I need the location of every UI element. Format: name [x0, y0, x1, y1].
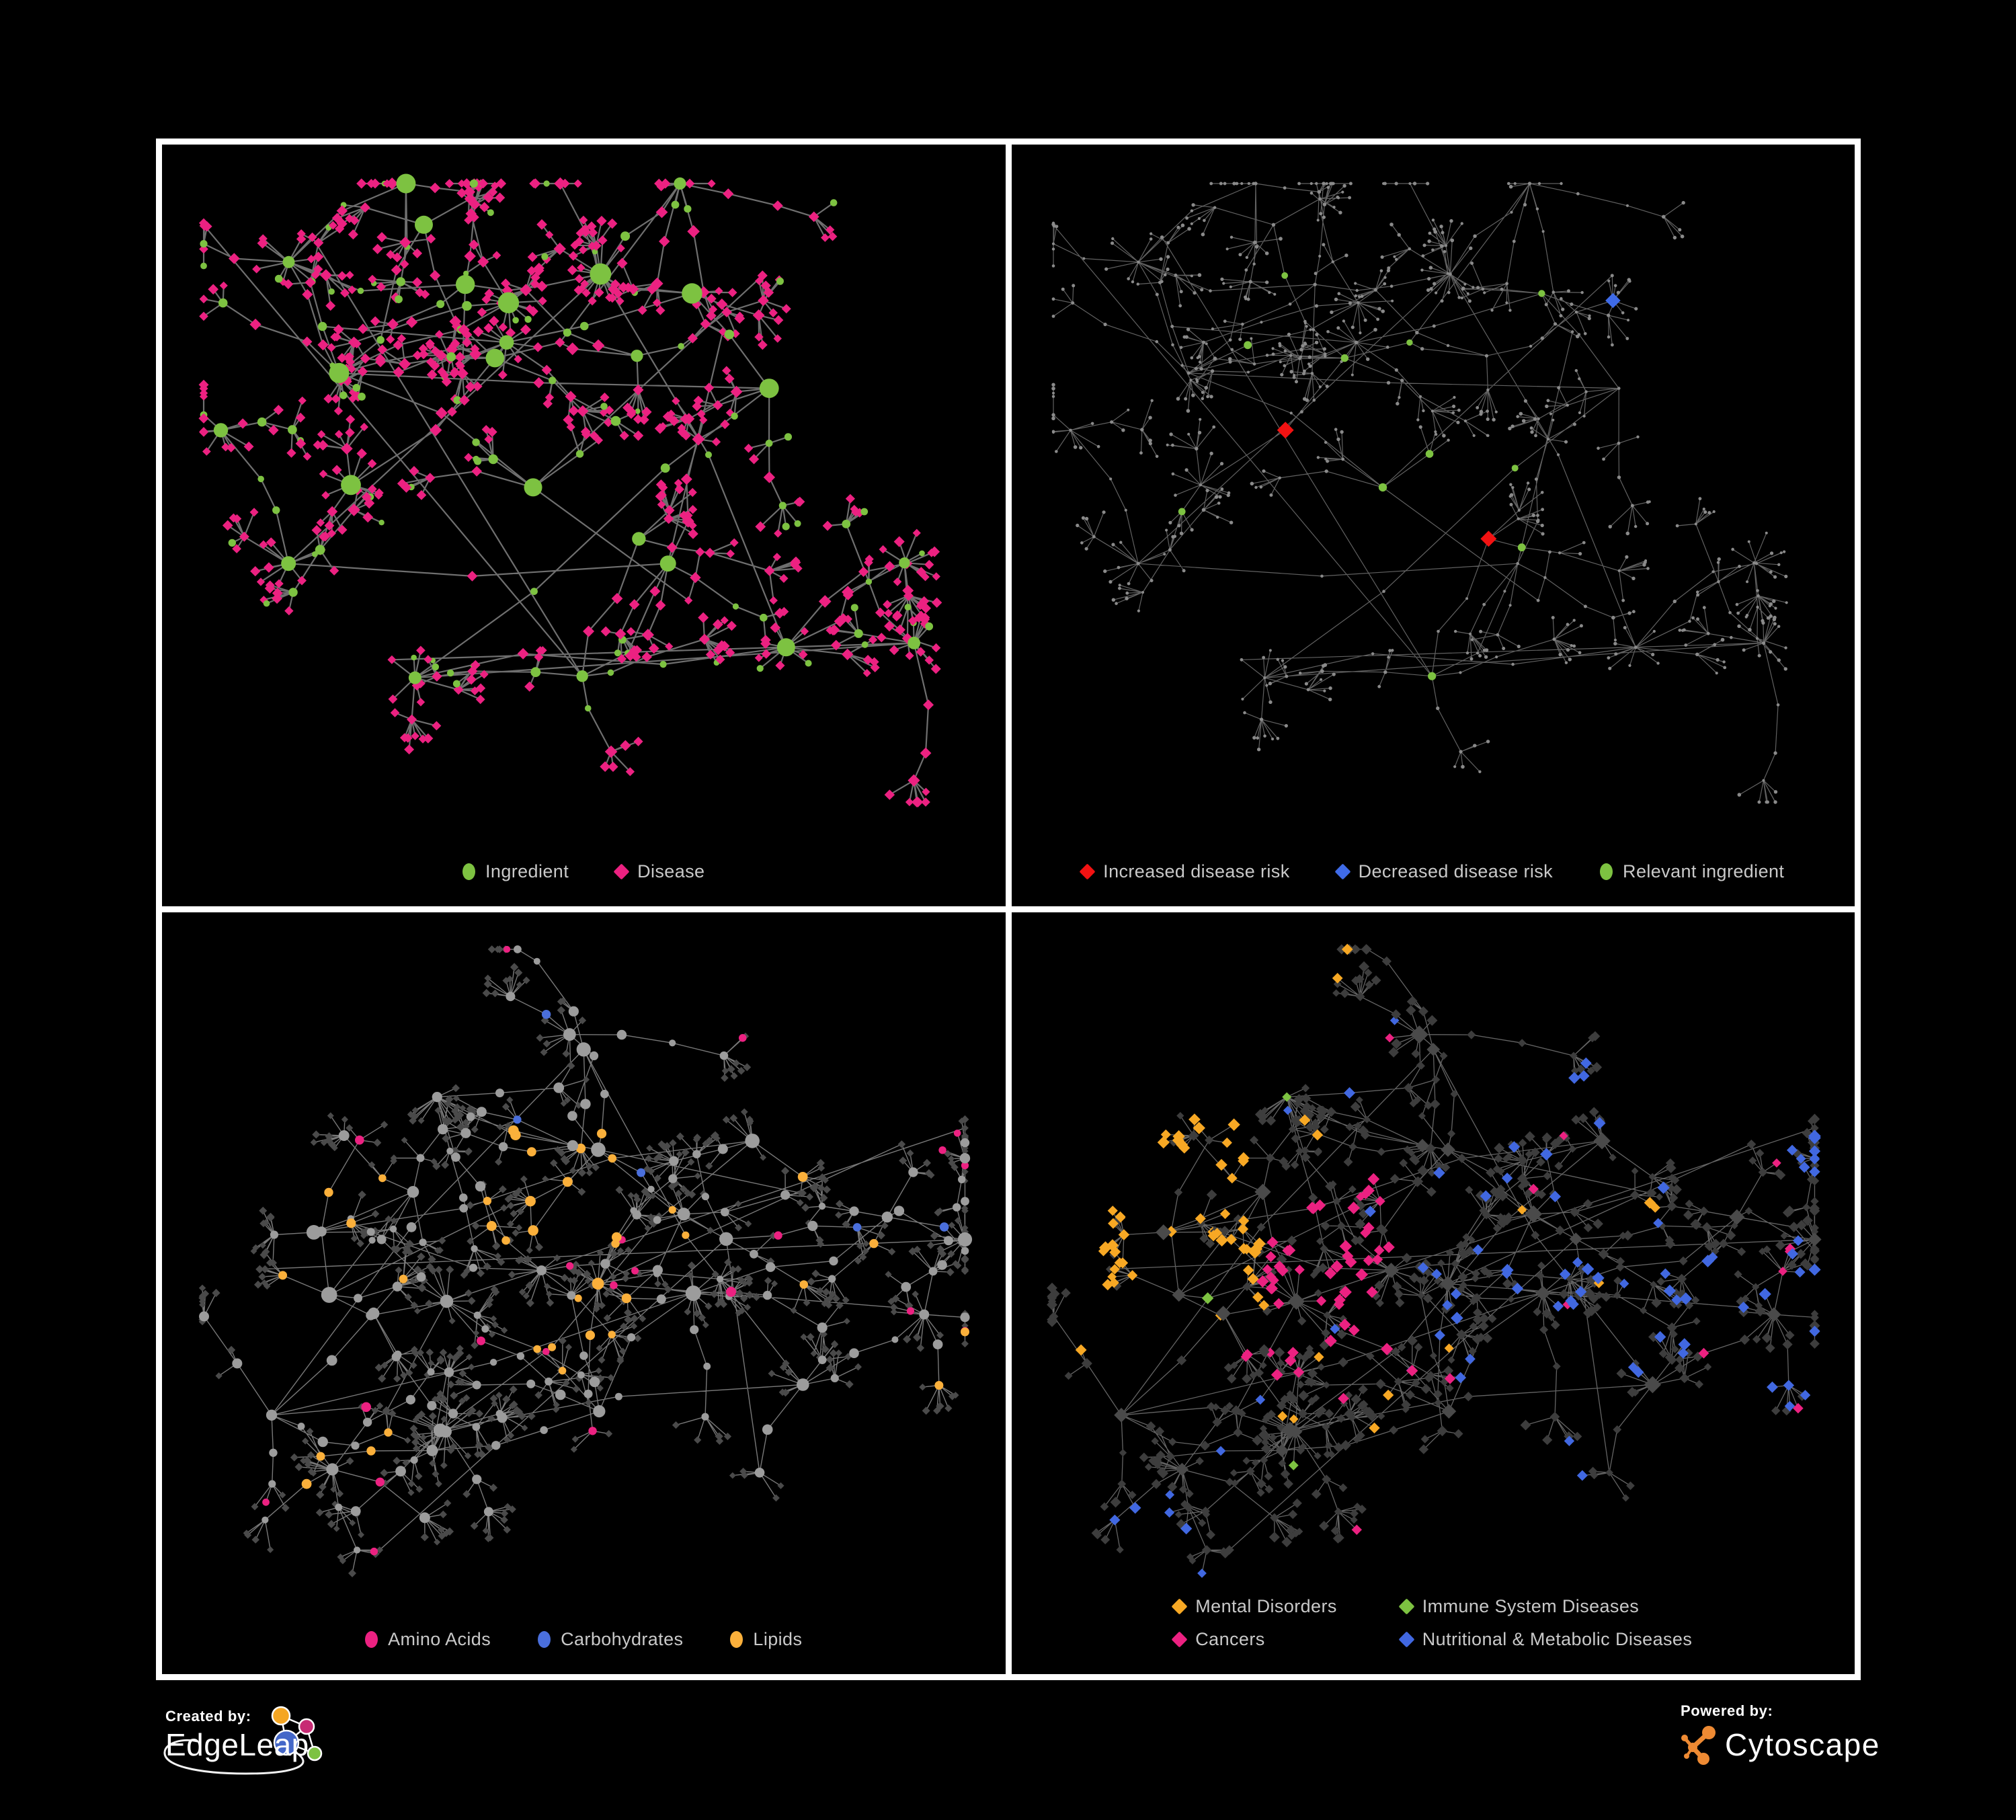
legend-item: Decreased disease risk	[1334, 861, 1554, 882]
legend-item: Ingredient	[462, 861, 569, 882]
legend-item: Increased disease risk	[1079, 861, 1290, 882]
panel-disease-categories: Mental Disorders Immune System Diseases Ca…	[1011, 912, 1855, 1674]
legend-label: Decreased disease risk	[1358, 861, 1554, 881]
cytoscape-credit: Powered by: Cytoscape	[1681, 1702, 1880, 1767]
edgeleap-node-orange	[271, 1706, 291, 1726]
legend-ingredient-disease: Ingredient Disease	[162, 861, 1006, 882]
legend-item: Relevant ingredient	[1600, 861, 1784, 882]
legend-disease-categories: Mental Disorders Immune System Diseases Ca…	[1012, 1596, 1855, 1650]
legend-item: Carbohydrates	[538, 1629, 683, 1650]
circle-swatch-icon	[1600, 863, 1613, 880]
legend-label: Nutritional & Metabolic Diseases	[1422, 1629, 1693, 1649]
legend-label: Ingredient	[485, 861, 569, 881]
legend-label: Increased disease risk	[1103, 861, 1290, 881]
circle-swatch-icon	[730, 1631, 743, 1648]
legend-ingredient-classes: Amino Acids Carbohydrates Lipids	[162, 1629, 1006, 1650]
network-graph-disease-risk	[1051, 182, 1788, 804]
legend-label: Immune System Diseases	[1422, 1596, 1640, 1616]
panel-disease-risk: Increased disease risk Decreased disease …	[1011, 145, 1855, 906]
legend-item: Mental Disorders	[1171, 1596, 1337, 1617]
legend-label: Carbohydrates	[561, 1629, 684, 1649]
legend-disease-risk: Increased disease risk Decreased disease …	[1012, 861, 1855, 882]
legend-item: Immune System Diseases	[1398, 1596, 1692, 1617]
legend-label: Cancers	[1195, 1629, 1265, 1649]
edgeleap-brand: EdgeLeap	[165, 1727, 309, 1762]
legend-label: Lipids	[753, 1629, 803, 1649]
network-graph-ingredient-classes	[198, 945, 973, 1577]
legend-label: Disease	[637, 861, 705, 881]
panels-grid: Ingredient Disease Increased disease risk D…	[156, 139, 1861, 1680]
edgeleap-node-pink	[298, 1718, 315, 1735]
diamond-swatch-icon	[1334, 863, 1351, 880]
legend-label: Relevant ingredient	[1623, 861, 1785, 881]
network-graph-ingredient-disease	[198, 173, 942, 807]
legend-item: Lipids	[730, 1629, 802, 1650]
edgeleap-logo-icon	[163, 1706, 323, 1775]
panel-ingredient-classes: Amino Acids Carbohydrates Lipids	[162, 912, 1006, 1674]
diamond-swatch-icon	[1079, 863, 1096, 880]
cytoscape-brand: Cytoscape	[1725, 1727, 1880, 1762]
diamond-swatch-icon	[1398, 1598, 1415, 1615]
legend-item: Cancers	[1171, 1629, 1336, 1650]
circle-swatch-icon	[538, 1631, 551, 1648]
diamond-swatch-icon	[1398, 1631, 1415, 1648]
legend-item: Nutritional & Metabolic Diseases	[1398, 1629, 1693, 1650]
diamond-swatch-icon	[613, 863, 630, 880]
diamond-swatch-icon	[1171, 1598, 1188, 1615]
created-by-label: Created by:	[165, 1708, 251, 1725]
legend-item: Amino Acids	[365, 1629, 491, 1650]
panel-ingredient-disease: Ingredient Disease	[162, 145, 1006, 906]
legend-label: Amino Acids	[388, 1629, 491, 1649]
legend-label: Mental Disorders	[1195, 1596, 1337, 1616]
powered-by-label: Powered by:	[1681, 1702, 1773, 1719]
circle-swatch-icon	[462, 863, 476, 880]
cytoscape-logo-icon	[1681, 1726, 1716, 1765]
diamond-swatch-icon	[1171, 1631, 1188, 1648]
legend-item: Disease	[613, 861, 705, 882]
circle-swatch-icon	[365, 1631, 378, 1648]
edgeleap-credit: Created by: EdgeLeap	[160, 1700, 489, 1790]
network-graph-disease-categories	[1046, 943, 1822, 1578]
edgeleap-node-blue	[273, 1729, 300, 1756]
edgeleap-node-green	[307, 1745, 323, 1762]
